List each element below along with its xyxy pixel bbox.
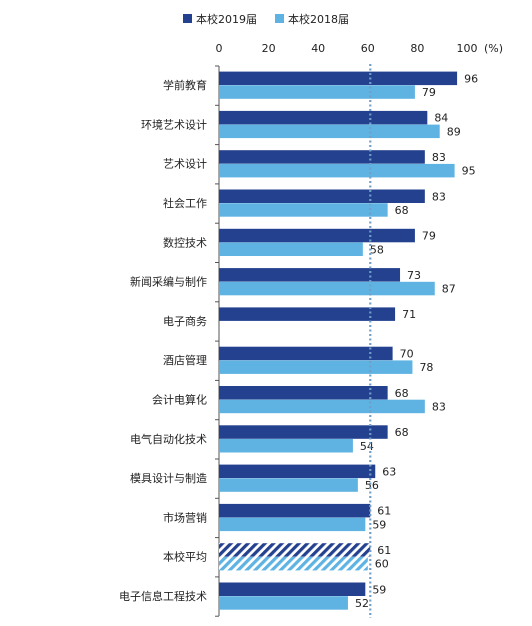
bar xyxy=(219,543,371,557)
bar-value-label: 52 xyxy=(355,597,369,610)
bar xyxy=(219,110,428,125)
category-label: 数控技术 xyxy=(163,235,207,249)
bar xyxy=(219,503,371,518)
bar-value-label: 70 xyxy=(400,347,414,360)
category-label: 社会工作 xyxy=(163,196,207,210)
bar xyxy=(219,268,401,282)
legend-swatch-2018 xyxy=(275,14,284,23)
legend-swatch-2019 xyxy=(183,14,192,23)
bar-value-label: 61 xyxy=(377,505,391,518)
bar-value-label: 68 xyxy=(395,387,409,400)
x-tick-label: 60 xyxy=(361,42,375,55)
bar xyxy=(219,399,425,414)
bar-value-label: 96 xyxy=(464,72,478,85)
bar xyxy=(219,596,348,610)
bar xyxy=(219,360,413,374)
bar-value-label: 58 xyxy=(370,243,384,256)
category-label: 电子商务 xyxy=(163,314,207,328)
bar xyxy=(219,150,425,164)
category-label: 会计电算化 xyxy=(152,393,207,407)
x-axis: 0 20 40 60 80 100 xyxy=(216,42,478,55)
x-tick-label: 0 xyxy=(216,42,223,55)
bar-value-label: 59 xyxy=(372,518,386,531)
category-label: 模具设计与制造 xyxy=(130,471,207,485)
bar-value-label: 63 xyxy=(382,465,396,478)
x-tick-label: 80 xyxy=(410,42,424,55)
category-label: 市场营销 xyxy=(163,510,207,524)
x-tick-label: 40 xyxy=(311,42,325,55)
bar-value-label: 83 xyxy=(432,400,446,413)
bar xyxy=(219,281,435,296)
axis-unit-label: (%) xyxy=(484,42,503,55)
bar-value-label: 83 xyxy=(432,190,446,203)
bar-value-label: 84 xyxy=(434,112,448,125)
bar xyxy=(219,203,388,217)
category-label: 学前教育 xyxy=(163,78,207,92)
bar xyxy=(219,242,363,256)
bar xyxy=(219,582,366,596)
legend-label-2019: 本校2019届 xyxy=(196,12,257,26)
category-axis: 学前教育环境艺术设计艺术设计社会工作数控技术新闻采编与制作电子商务酒店管理会计电… xyxy=(119,65,220,617)
bar-value-label: 68 xyxy=(395,204,409,217)
bar-value-label: 78 xyxy=(419,361,433,374)
bar-value-label: 56 xyxy=(365,479,379,492)
bar-series-group: 9679848983958368795873877170786883685463… xyxy=(219,71,478,610)
x-tick-label: 100 xyxy=(457,42,478,55)
bar-value-label: 60 xyxy=(375,558,389,571)
category-label: 新闻采编与制作 xyxy=(130,275,207,289)
bar-value-label: 87 xyxy=(442,283,456,296)
bar xyxy=(219,517,366,532)
category-label: 酒店管理 xyxy=(163,353,207,367)
bar xyxy=(219,228,415,243)
bar-value-label: 71 xyxy=(402,308,416,321)
bar xyxy=(219,189,425,203)
bar-value-label: 54 xyxy=(360,440,374,453)
bar xyxy=(219,124,440,139)
legend-label-2018: 本校2018届 xyxy=(288,12,349,26)
chart-legend: 本校2019届 本校2018届 xyxy=(183,12,349,26)
bar-value-label: 79 xyxy=(422,230,436,243)
bar-value-label: 89 xyxy=(447,125,461,138)
bar xyxy=(219,478,358,492)
category-label: 环境艺术设计 xyxy=(141,117,207,131)
bar xyxy=(219,464,376,479)
bar xyxy=(219,163,455,178)
bar-value-label: 95 xyxy=(462,165,476,178)
bar-value-label: 73 xyxy=(407,269,421,282)
bar-value-label: 68 xyxy=(395,426,409,439)
bar xyxy=(219,85,415,99)
bar xyxy=(219,346,393,361)
category-label: 本校平均 xyxy=(163,550,207,564)
bar xyxy=(219,556,368,571)
bar xyxy=(219,439,353,453)
category-label: 电气自动化技术 xyxy=(130,432,207,446)
bar-value-label: 83 xyxy=(432,151,446,164)
bar xyxy=(219,307,396,321)
bar xyxy=(219,386,388,400)
bar xyxy=(219,425,388,439)
category-label: 艺术设计 xyxy=(163,158,207,171)
bar-value-label: 79 xyxy=(422,86,436,99)
bar-value-label: 59 xyxy=(372,583,386,596)
category-label: 电子信息工程技术 xyxy=(119,589,207,603)
bar xyxy=(219,71,458,86)
x-tick-label: 20 xyxy=(262,42,276,55)
bar-value-label: 61 xyxy=(377,544,391,557)
